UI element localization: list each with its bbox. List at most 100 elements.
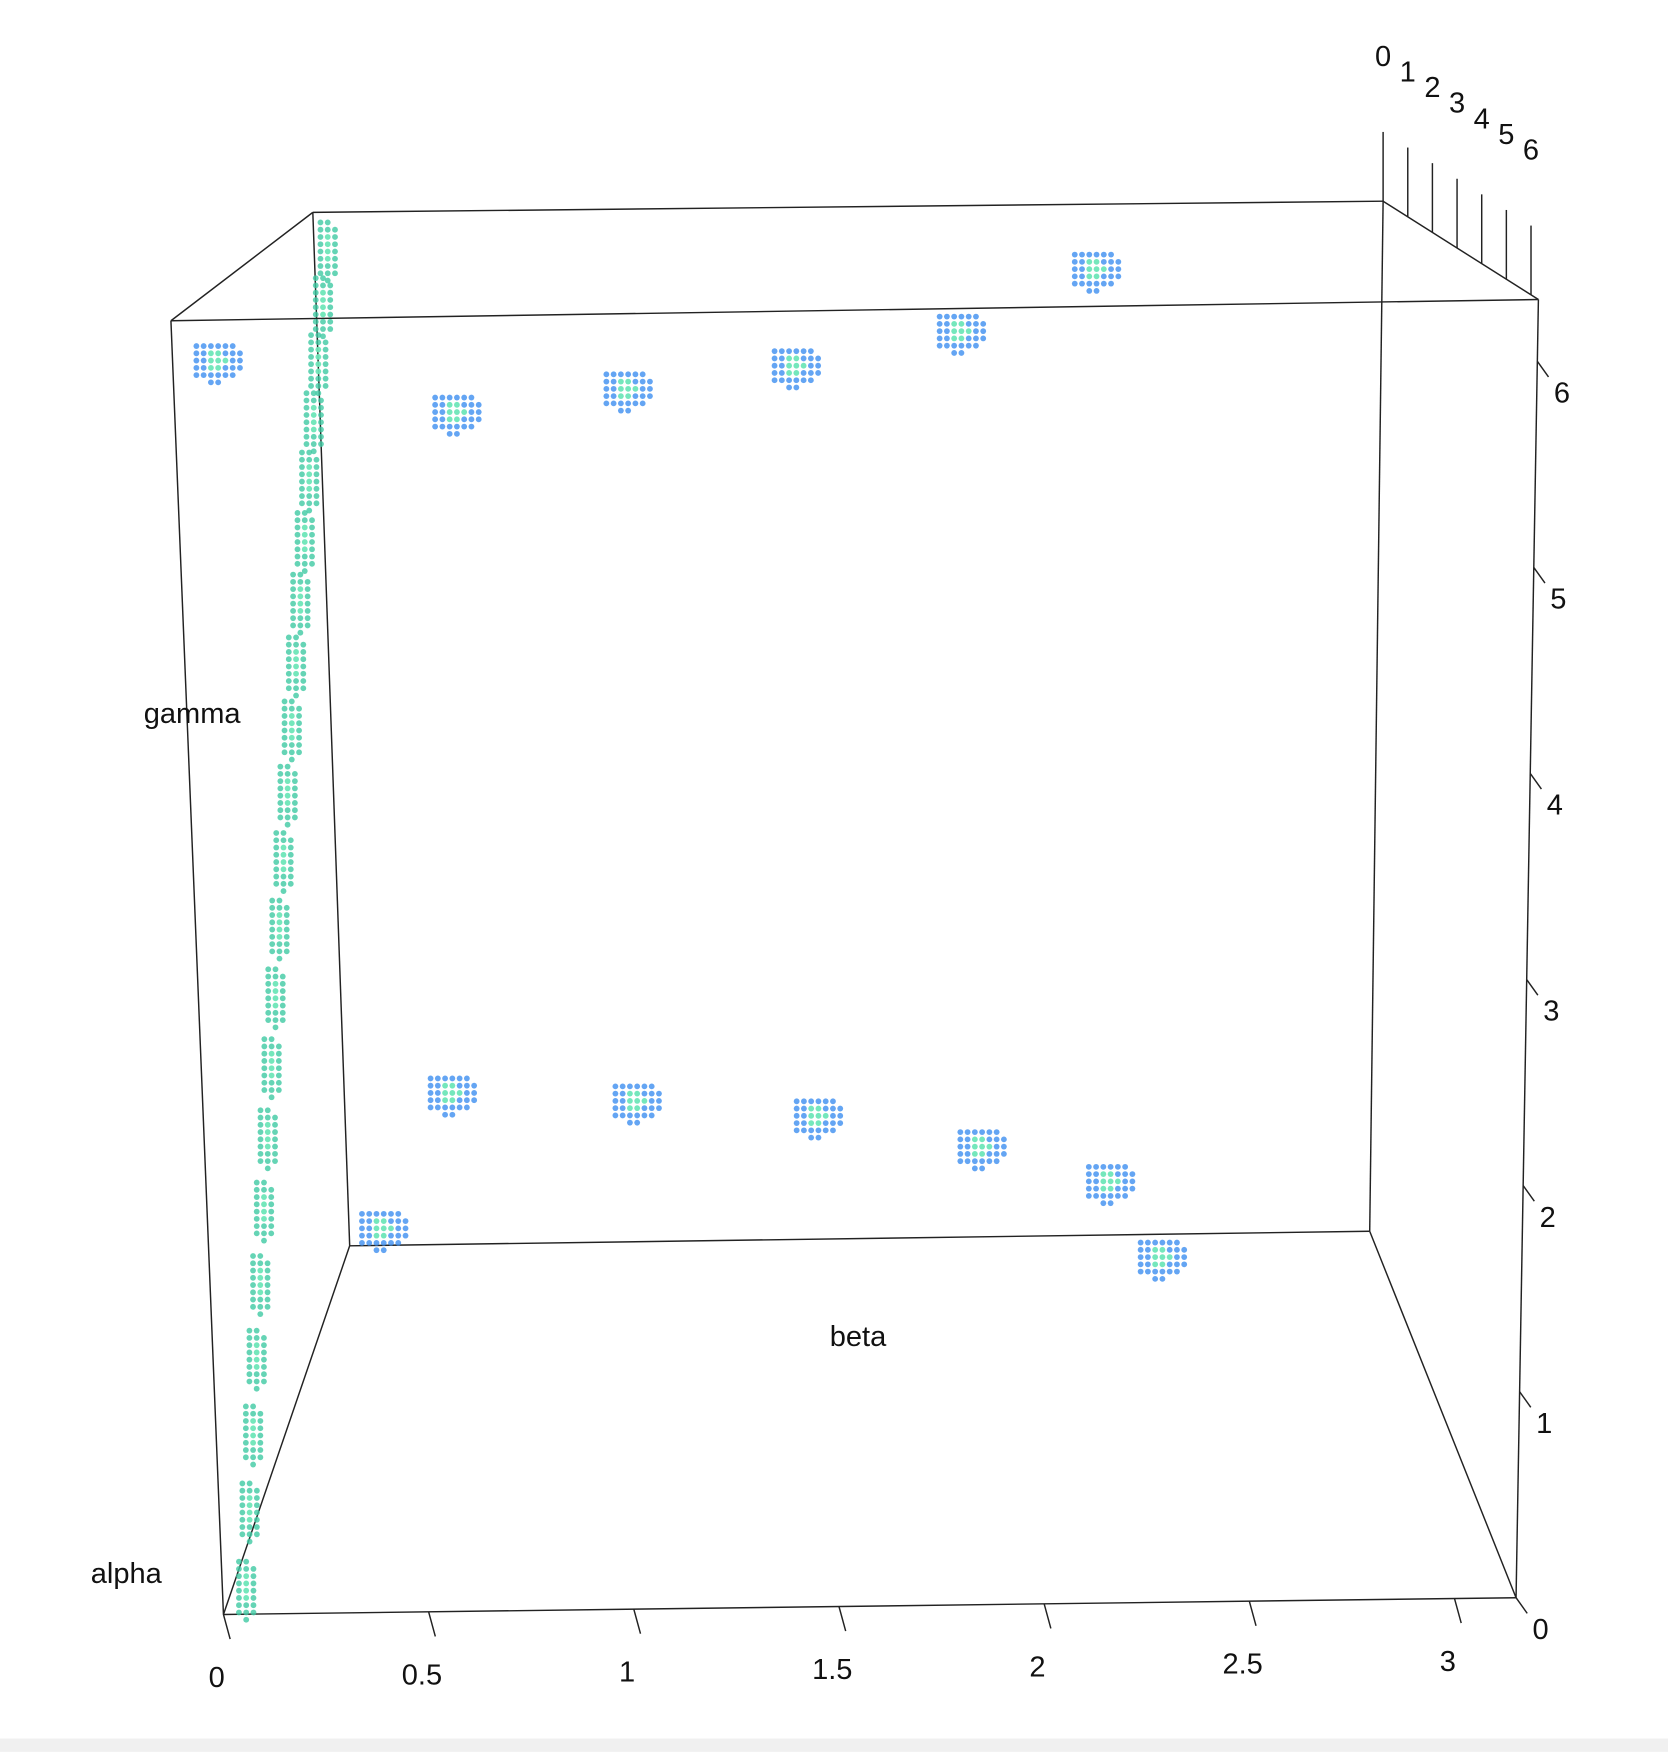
- dot: [253, 1524, 260, 1530]
- dot: [1086, 287, 1093, 294]
- dot: [296, 749, 302, 756]
- dot: [283, 933, 290, 940]
- dot: [395, 1232, 402, 1239]
- dot: [277, 800, 284, 806]
- dot: [958, 313, 965, 320]
- dot: [275, 1065, 282, 1072]
- dot: [293, 649, 299, 655]
- dot: [373, 1210, 380, 1217]
- dot: [1093, 266, 1100, 273]
- dot: [269, 926, 276, 933]
- dot: [250, 1432, 257, 1439]
- dot: [610, 400, 617, 407]
- dot: [273, 866, 280, 873]
- dot: [625, 385, 632, 392]
- dot: [617, 407, 624, 414]
- dot: [627, 1097, 633, 1104]
- dot: [309, 539, 315, 545]
- dot: [283, 904, 290, 911]
- dot: [808, 1112, 815, 1119]
- dot: [243, 1595, 250, 1601]
- dot: [315, 390, 322, 397]
- dot: [246, 1502, 253, 1509]
- dot: [246, 1364, 253, 1370]
- dot: [993, 1143, 1000, 1150]
- dot: [297, 593, 304, 600]
- dot: [250, 1425, 257, 1432]
- point: [603, 371, 653, 414]
- dot: [320, 326, 326, 332]
- dot: [1137, 1246, 1144, 1253]
- dot: [973, 313, 979, 320]
- dot: [261, 1079, 268, 1086]
- dot: [442, 1090, 448, 1096]
- dot: [964, 1136, 971, 1143]
- point: [242, 1403, 264, 1468]
- dot: [1071, 251, 1078, 258]
- dot: [936, 328, 943, 335]
- dot: [771, 362, 778, 369]
- dot: [1107, 1171, 1114, 1178]
- dot: [261, 1356, 267, 1363]
- dot: [641, 1112, 648, 1119]
- dot: [1144, 1268, 1151, 1275]
- dot: [1122, 1171, 1129, 1178]
- dot: [317, 241, 324, 248]
- dot: [318, 433, 324, 440]
- dot: [268, 1072, 275, 1079]
- dot: [269, 912, 276, 918]
- dot: [261, 1378, 267, 1385]
- dot: [380, 1225, 387, 1232]
- dot: [634, 1097, 641, 1104]
- dot: [380, 1218, 387, 1225]
- y-tick-label: 1: [1400, 56, 1416, 88]
- dot: [291, 792, 298, 799]
- dot: [299, 500, 305, 507]
- z-tick-label: 0: [1533, 1614, 1549, 1646]
- dot: [301, 553, 308, 560]
- dot: [1085, 1192, 1092, 1199]
- dot: [246, 1356, 253, 1363]
- dot: [965, 342, 972, 349]
- dot: [275, 1087, 282, 1093]
- dot: [778, 370, 785, 376]
- dot: [380, 1210, 387, 1217]
- dot: [281, 698, 288, 705]
- dot: [1107, 1178, 1114, 1185]
- dot: [297, 571, 304, 578]
- dot: [610, 371, 617, 378]
- y-tick-label: 0: [1375, 41, 1391, 73]
- dot: [239, 1524, 246, 1530]
- dot: [463, 1075, 470, 1082]
- dot: [322, 361, 329, 368]
- dot: [239, 1487, 246, 1494]
- dot: [243, 1580, 250, 1587]
- dot: [1129, 1185, 1136, 1192]
- dot: [324, 270, 331, 277]
- dot: [318, 397, 324, 404]
- dot: [293, 685, 299, 692]
- dot: [246, 1378, 253, 1385]
- dot: [312, 318, 319, 325]
- dot: [250, 1274, 256, 1281]
- dot: [257, 1296, 264, 1303]
- dot: [800, 362, 807, 369]
- dot: [1000, 1136, 1007, 1143]
- dot: [306, 456, 313, 463]
- dot: [442, 1111, 448, 1118]
- dot: [257, 1150, 264, 1157]
- dot: [208, 343, 214, 349]
- dot: [627, 1083, 633, 1090]
- dot: [1122, 1163, 1129, 1170]
- dot: [257, 1143, 264, 1150]
- dot: [434, 1104, 441, 1111]
- dot: [236, 1565, 242, 1572]
- dot: [291, 785, 298, 792]
- dot: [317, 270, 324, 277]
- dot: [312, 304, 319, 311]
- dot: [246, 1516, 253, 1523]
- dot: [815, 362, 822, 369]
- dot: [280, 859, 287, 865]
- dot: [315, 332, 322, 339]
- dot: [778, 377, 785, 384]
